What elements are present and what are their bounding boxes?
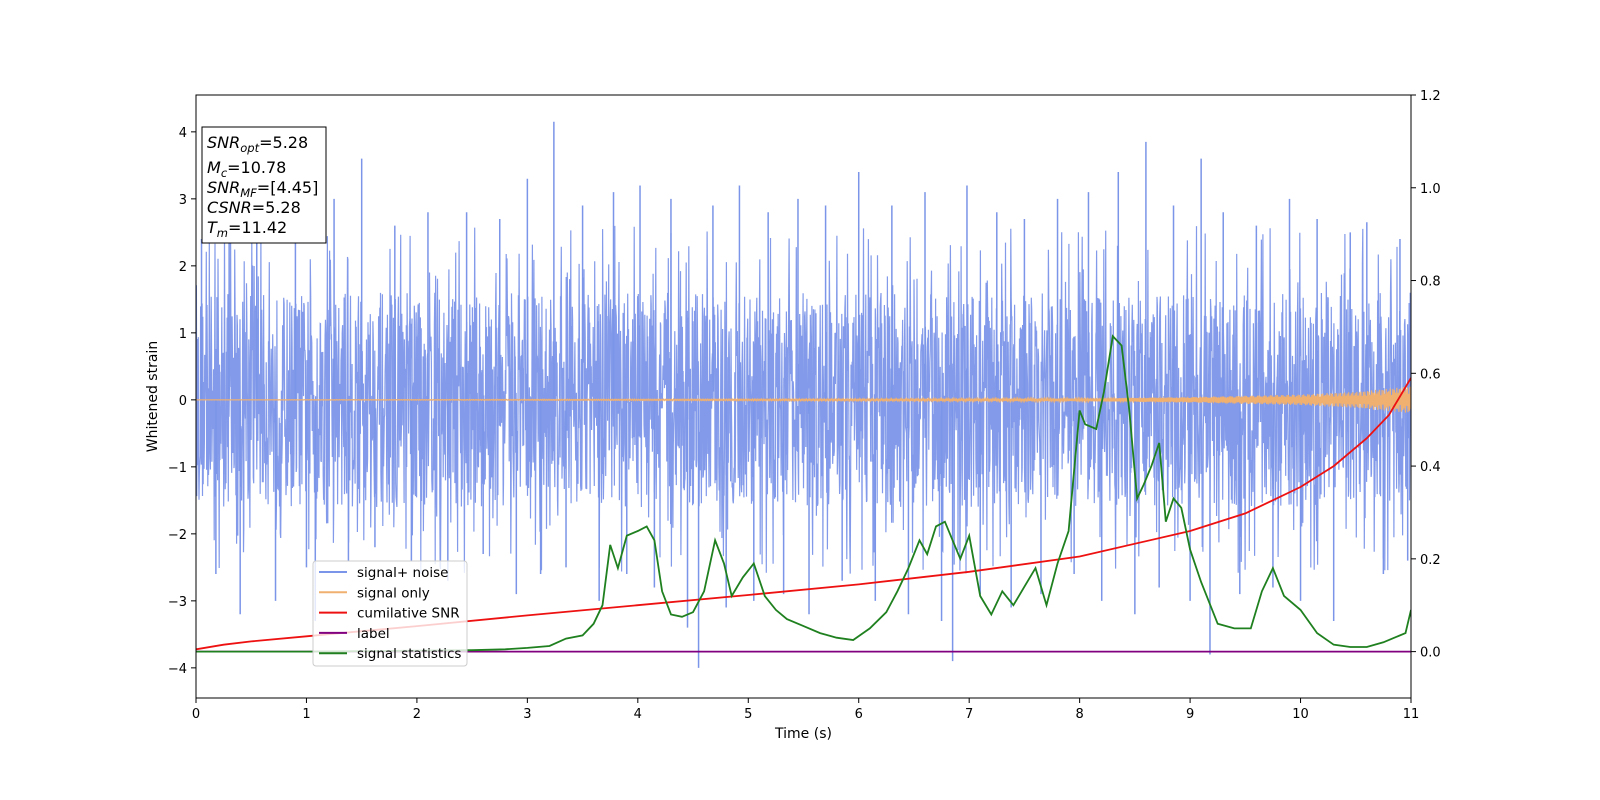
legend-label: cumilative SNR [357,606,460,622]
legend-label: signal+ noise [357,565,448,581]
signal-only-trace [196,386,1411,413]
signal-only-series [196,386,1411,413]
info-box-frame [201,126,327,244]
x-tick-label: 4 [634,707,642,722]
info-line: SNRMF=[4.45] [207,178,318,200]
y2-tick-label: 0.6 [1420,367,1441,382]
y2-tick-label: 1.0 [1420,182,1441,197]
y2-tick-label: 0.4 [1420,460,1441,475]
info-line: Tm=11.42 [207,218,287,240]
y-axis-right: 0.0 0.2 0.4 0.6 0.8 1.0 1.2 [1411,89,1441,661]
cumilative-snr-line [196,377,1411,651]
y-tick-label: 3 [179,193,187,208]
y-tick-label: −3 [168,595,187,610]
legend-label: label [357,626,390,642]
x-tick-label: 0 [192,707,200,722]
y-tick-label: 0 [179,394,187,409]
y-axis-left: 4 3 2 1 0 −1 −2 −3 −4 [168,126,196,677]
x-axis-label: Time (s) [774,726,832,742]
y-tick-label: −2 [168,528,187,543]
x-tick-label: 1 [302,707,310,722]
legend-label: signal statistics [357,646,461,662]
y-tick-label: −4 [168,662,187,677]
x-tick-label: 9 [1186,707,1194,722]
info-box: SNRopt=5.28 Mc=10.78SNRMF=[4.45]CSNR=5.28… [201,126,327,244]
x-tick-label: 11 [1403,707,1420,722]
signal-statistics-line [196,334,1411,653]
legend: signal+ noise signal only cumilative SNR la… [312,560,468,667]
y-tick-label: 2 [179,260,187,275]
info-line: CSNR=5.28 [207,198,301,217]
x-tick-label: 10 [1292,707,1309,722]
signal-noise-series [196,121,1411,668]
legend-label: signal only [357,585,430,601]
info-line: SNRopt=5.28 [207,133,308,155]
x-tick-label: 8 [1075,707,1083,722]
y-tick-label: −1 [168,461,187,476]
x-tick-label: 5 [744,707,752,722]
y-tick-label: 4 [179,126,187,141]
x-tick-label: 6 [855,707,863,722]
y2-tick-label: 1.2 [1420,89,1441,104]
y2-tick-label: 0.0 [1420,646,1441,661]
x-axis: 0 1 2 3 4 5 6 7 8 9 10 11 [192,698,1419,722]
x-tick-label: 2 [413,707,421,722]
x-tick-label: 3 [523,707,531,722]
y2-tick-label: 0.8 [1420,275,1441,290]
legend-frame [312,560,468,667]
y-axis-label: Whitened strain [145,341,161,452]
y-tick-label: 1 [179,327,187,342]
plot-frame [195,94,1412,699]
y2-tick-label: 0.2 [1420,553,1441,568]
info-line: Mc=10.78 [207,158,286,180]
x-tick-label: 7 [965,707,973,722]
